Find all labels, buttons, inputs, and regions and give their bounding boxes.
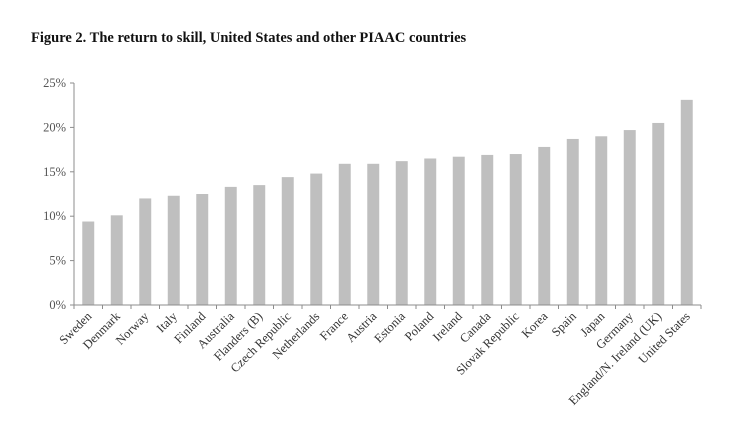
bar <box>452 156 465 305</box>
bar <box>110 215 123 305</box>
bar <box>481 154 494 305</box>
bar <box>424 158 437 305</box>
bar <box>224 186 237 305</box>
bar <box>538 146 551 305</box>
x-tick-label: Spain <box>549 309 580 340</box>
y-tick-label: 15% <box>43 165 66 179</box>
bar <box>509 154 522 305</box>
y-tick-label: 5% <box>49 254 66 268</box>
bar <box>566 138 579 305</box>
x-tick-label: Poland <box>402 309 437 344</box>
bar <box>338 163 351 305</box>
y-axis: 0% 5% 10% 15% 20% 25% <box>43 76 75 312</box>
bar <box>196 194 209 305</box>
bar <box>595 136 608 305</box>
bar <box>167 195 180 305</box>
x-tick-label: Estonia <box>371 309 408 346</box>
bar <box>310 173 323 305</box>
y-tick-label: 10% <box>43 209 66 223</box>
bar <box>281 177 294 305</box>
chart-title: Figure 2. The return to skill, United St… <box>31 30 467 46</box>
bar <box>680 99 693 305</box>
y-tick-label: 20% <box>43 120 66 134</box>
x-tick-label: Norway <box>113 309 152 348</box>
bar <box>652 122 665 306</box>
bar <box>253 185 266 305</box>
bar <box>139 198 152 305</box>
y-tick-label: 25% <box>43 76 66 90</box>
bars <box>82 99 693 306</box>
bar <box>367 163 380 305</box>
bar <box>395 161 408 305</box>
x-tick-label: Korea <box>519 309 551 341</box>
bar <box>623 130 636 305</box>
y-tick-label: 0% <box>49 298 66 312</box>
bar <box>82 221 95 305</box>
